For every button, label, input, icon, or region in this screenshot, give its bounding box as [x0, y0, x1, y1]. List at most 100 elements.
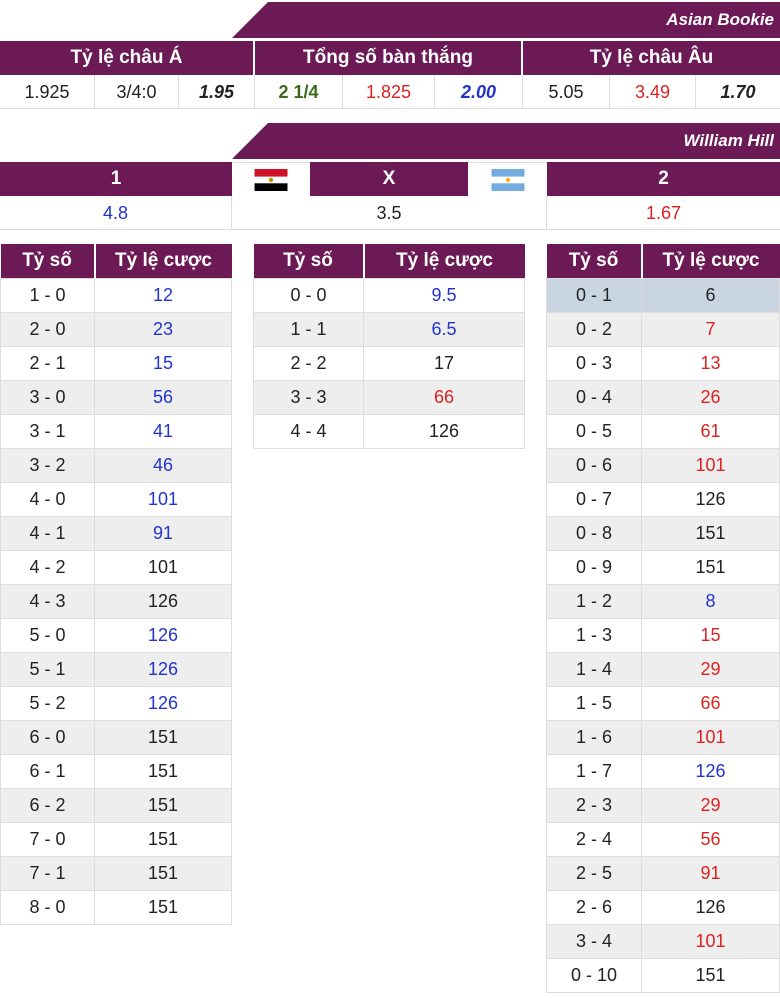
- odds-cell: 151: [94, 753, 232, 789]
- score-cell: 2 - 6: [546, 889, 642, 925]
- score-row: 5 - 2 126: [0, 685, 232, 721]
- odds-cell: 91: [94, 515, 232, 551]
- header-european-odds: Tỷ lệ châu Âu: [523, 41, 780, 75]
- col-score: Tỷ số: [253, 244, 365, 278]
- odds-cell: 151: [94, 855, 232, 891]
- score-cell: 0 - 8: [546, 515, 642, 551]
- score-cell: 2 - 2: [253, 345, 364, 381]
- score-row: 0 - 6 101: [546, 447, 780, 483]
- odds-cell: 9.5: [363, 277, 525, 313]
- odds-cell: 126: [94, 583, 232, 619]
- score-cell: 0 - 6: [546, 447, 642, 483]
- odds-cell: 23: [94, 311, 232, 347]
- asian-bookie-label: Asian Bookie: [268, 2, 780, 38]
- score-row: 2 - 5 91: [546, 855, 780, 891]
- score-cell: 3 - 0: [0, 379, 95, 415]
- odds-cell: 6.5: [363, 311, 525, 347]
- score-row: 5 - 0 126: [0, 617, 232, 653]
- score-row: 1 - 6 101: [546, 719, 780, 755]
- score-cell: 2 - 4: [546, 821, 642, 857]
- odds-cell: 41: [94, 413, 232, 449]
- score-cell: 1 - 5: [546, 685, 642, 721]
- score-row: 6 - 2 151: [0, 787, 232, 823]
- score-cell: 0 - 7: [546, 481, 642, 517]
- score-cell: 4 - 2: [0, 549, 95, 585]
- odds-cell: 126: [641, 753, 780, 789]
- score-row: 1 - 7 126: [546, 753, 780, 789]
- odds-cell: 151: [94, 889, 232, 925]
- score-row: 2 - 3 29: [546, 787, 780, 823]
- score-row: 4 - 3 126: [0, 583, 232, 619]
- draw-score-table: Tỷ số Tỷ lệ cược 0 - 0 9.5 1 - 1 6.5 2 - 2 17…: [253, 244, 525, 449]
- asian-odds-value: 3.49: [610, 75, 696, 108]
- odds-cell: 29: [641, 651, 780, 687]
- score-cell: 1 - 4: [546, 651, 642, 687]
- score-row: 2 - 1 15: [0, 345, 232, 381]
- score-row: 0 - 4 26: [546, 379, 780, 415]
- odds-cell: 151: [94, 821, 232, 857]
- asian-odds-value: 3/4:0: [95, 75, 179, 108]
- score-cell: 1 - 2: [546, 583, 642, 619]
- asian-odds-value: 1.925: [0, 75, 95, 108]
- score-row: 0 - 8 151: [546, 515, 780, 551]
- score-row: 3 - 1 41: [0, 413, 232, 449]
- william-hill-tab: William Hill: [0, 123, 780, 159]
- score-cell: 7 - 1: [0, 855, 95, 891]
- score-cell: 0 - 10: [546, 957, 642, 993]
- score-cell: 1 - 6: [546, 719, 642, 755]
- asian-odds-value: 5.05: [523, 75, 610, 108]
- draw-odds: 3.5: [232, 196, 547, 229]
- score-cell: 6 - 1: [0, 753, 95, 789]
- col-odds: Tỷ lệ cược: [363, 244, 525, 278]
- score-cell: 4 - 3: [0, 583, 95, 619]
- score-cell: 8 - 0: [0, 889, 95, 925]
- home-win-odds: 4.8: [0, 196, 232, 229]
- score-row: 0 - 0 9.5: [253, 277, 525, 313]
- tab-slant-shape: [232, 2, 268, 38]
- argentina-flag-icon: [491, 168, 524, 191]
- score-cell: 0 - 2: [546, 311, 642, 347]
- col-score: Tỷ số: [0, 244, 96, 278]
- col-odds: Tỷ lệ cược: [94, 244, 232, 278]
- score-row: 7 - 0 151: [0, 821, 232, 857]
- odds-cell: 66: [641, 685, 780, 721]
- header-total-goals: Tổng số bàn thắng: [255, 41, 523, 75]
- odds-cell: 66: [363, 379, 525, 415]
- score-row: 0 - 5 61: [546, 413, 780, 449]
- score-cell: 0 - 4: [546, 379, 642, 415]
- score-row: 2 - 2 17: [253, 345, 525, 381]
- header-draw: X: [310, 162, 468, 196]
- score-cell: 0 - 1: [546, 277, 642, 313]
- score-row: 4 - 1 91: [0, 515, 232, 551]
- score-row: 0 - 10 151: [546, 957, 780, 993]
- odds-cell: 101: [94, 549, 232, 585]
- score-row: 2 - 0 23: [0, 311, 232, 347]
- score-cell: 1 - 0: [0, 277, 95, 313]
- score-row: 0 - 9 151: [546, 549, 780, 585]
- score-cell: 0 - 5: [546, 413, 642, 449]
- score-cell: 3 - 1: [0, 413, 95, 449]
- score-row: 3 - 4 101: [546, 923, 780, 959]
- tab-slant-shape: [232, 123, 268, 159]
- score-cell: 7 - 0: [0, 821, 95, 857]
- odds-cell: 13: [641, 345, 780, 381]
- odds-cell: 15: [641, 617, 780, 653]
- odds-cell: 151: [641, 957, 780, 993]
- score-cell: 2 - 1: [0, 345, 95, 381]
- score-cell: 0 - 0: [253, 277, 364, 313]
- odds-cell: 8: [641, 583, 780, 619]
- egypt-flag-cell: [232, 162, 310, 196]
- odds-cell: 56: [641, 821, 780, 857]
- score-cell: 3 - 2: [0, 447, 95, 483]
- william-hill-values: 4.8 3.5 1.67: [0, 196, 780, 230]
- asian-odds-value: 1.95: [179, 75, 255, 108]
- odds-cell: 29: [641, 787, 780, 823]
- odds-cell: 91: [641, 855, 780, 891]
- score-cell: 4 - 1: [0, 515, 95, 551]
- odds-cell: 151: [94, 719, 232, 755]
- header-away-win: 2: [547, 162, 780, 196]
- score-cell: 5 - 2: [0, 685, 95, 721]
- odds-cell: 17: [363, 345, 525, 381]
- score-row: 1 - 3 15: [546, 617, 780, 653]
- argentina-flag-cell: [468, 162, 547, 196]
